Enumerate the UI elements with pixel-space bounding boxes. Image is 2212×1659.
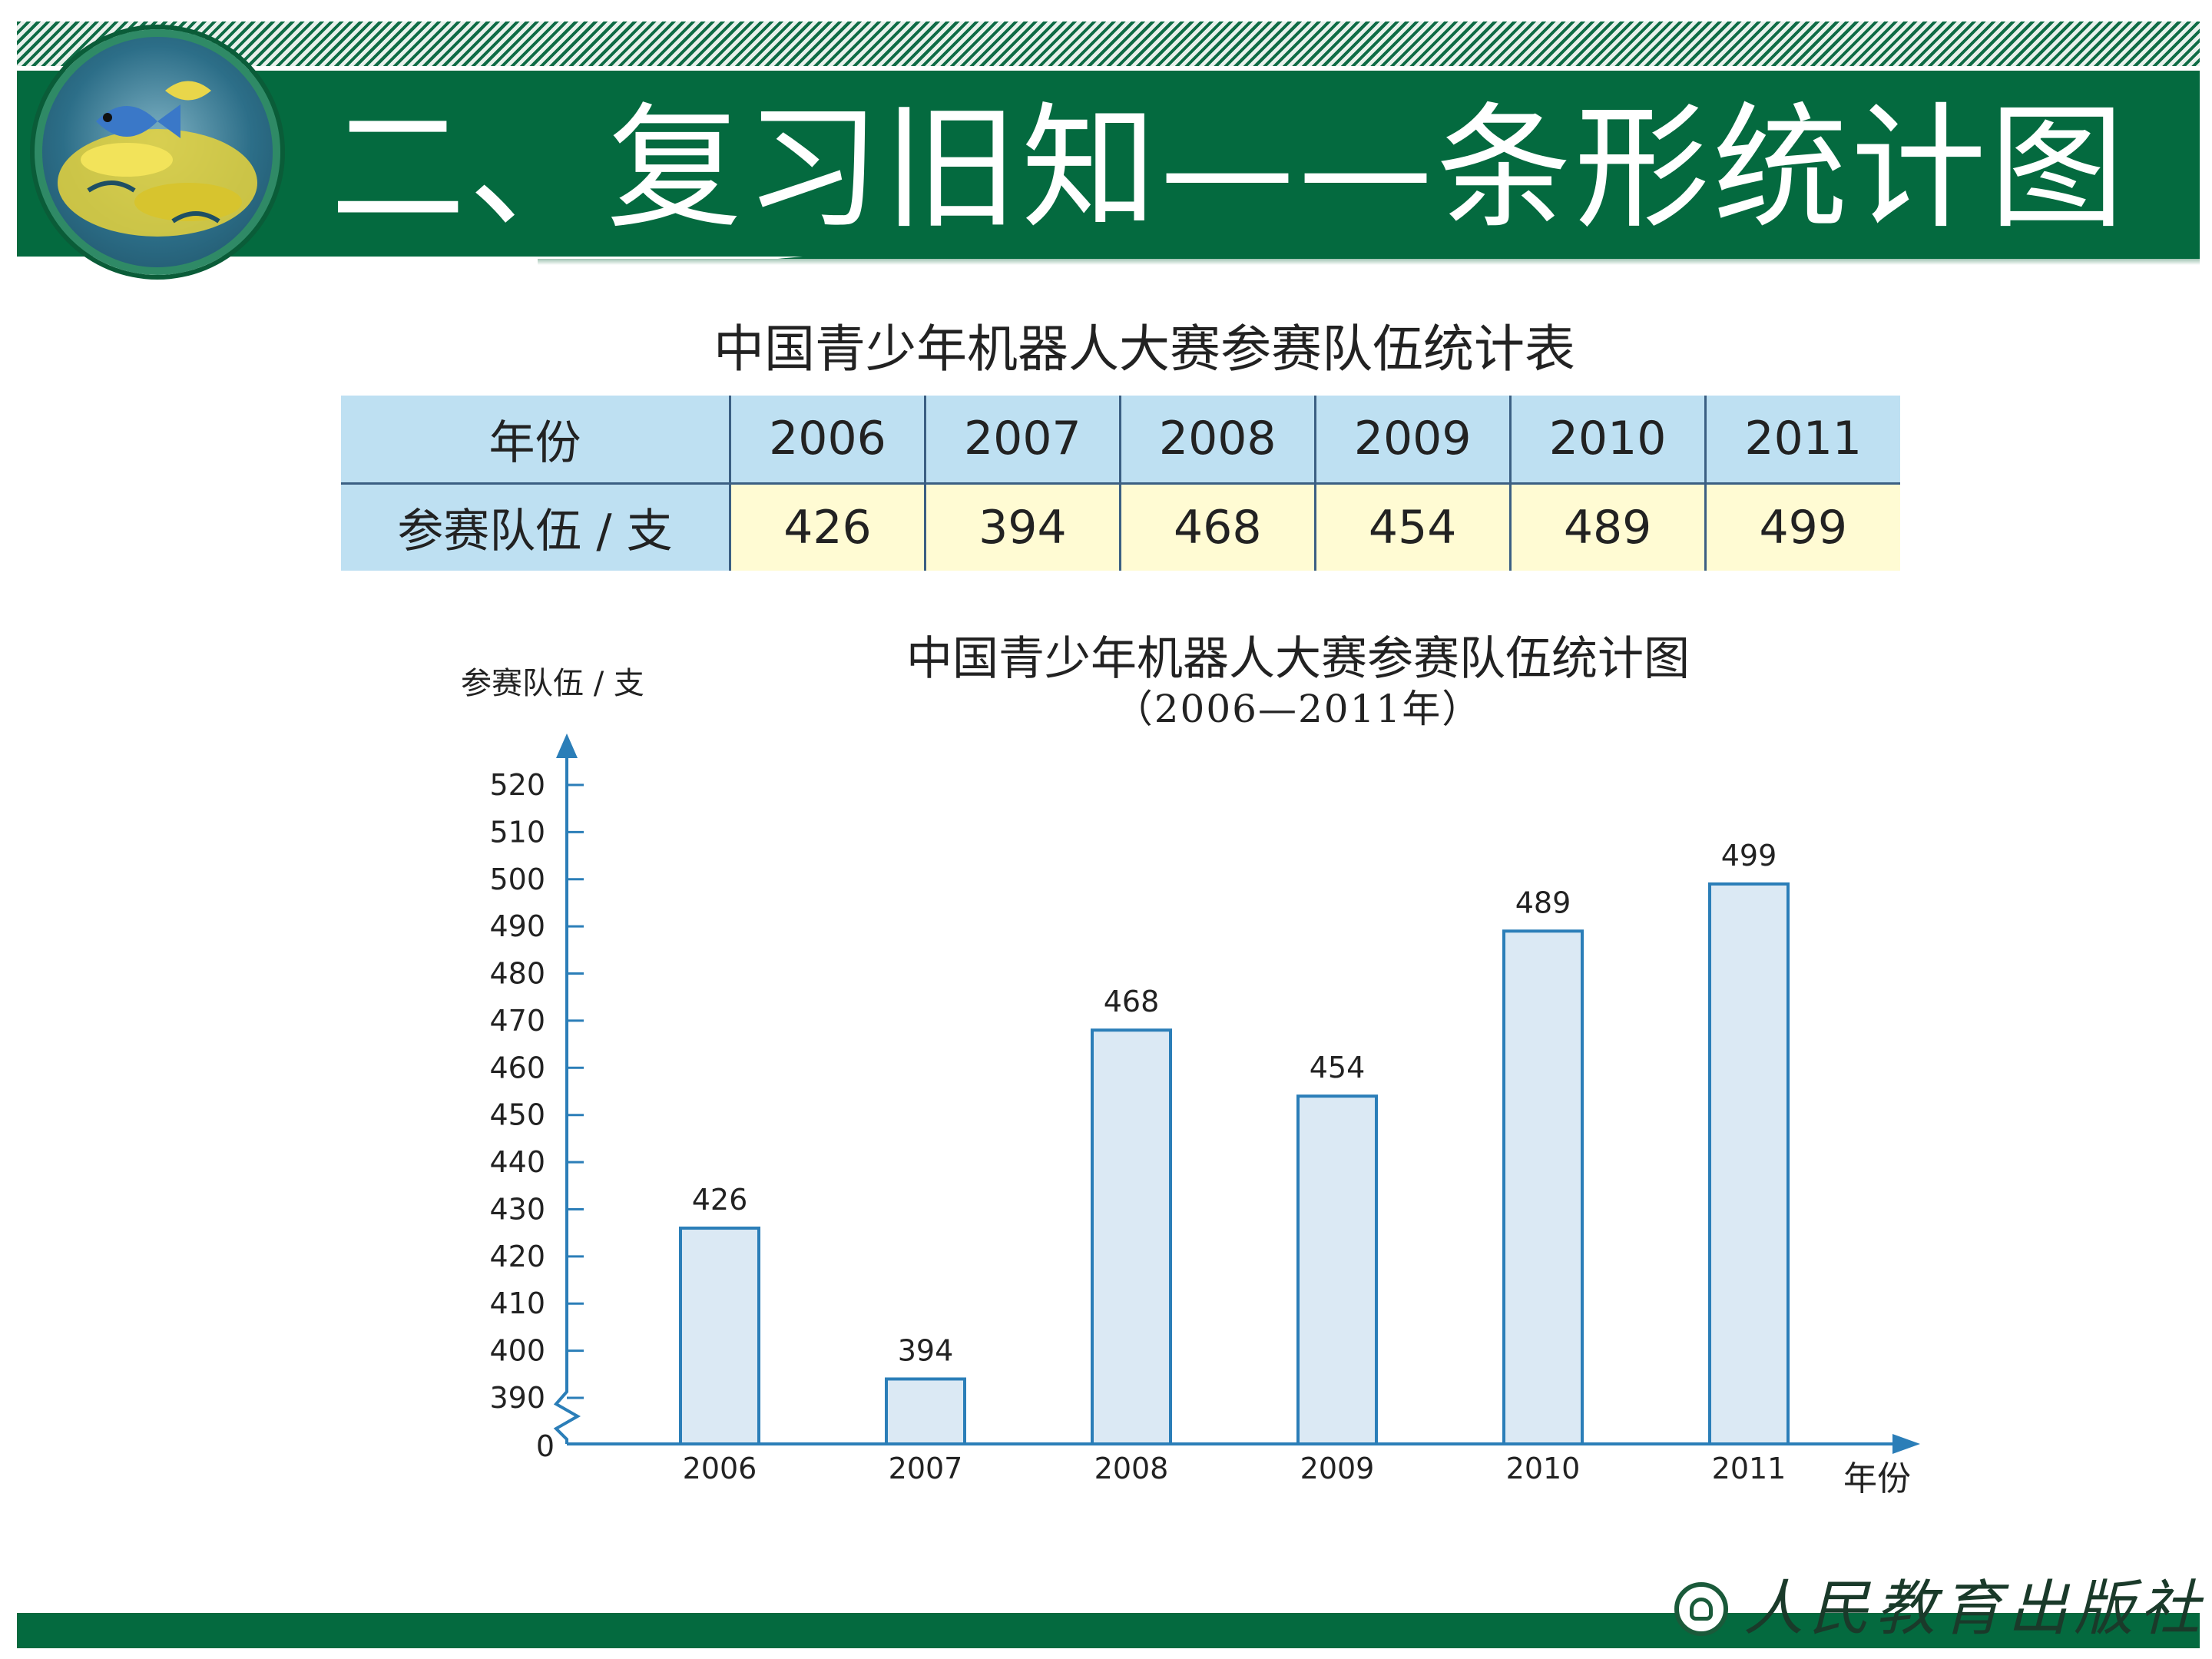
header-shadow [538,259,2200,265]
y-tick-label: 410 [489,1286,545,1320]
x-tick-label: 2007 [889,1452,963,1485]
table-cell-year: 2011 [1704,396,1900,485]
publisher-seal-icon [1674,1582,1728,1636]
y-tick-label: 470 [489,1004,545,1038]
x-axis-arrow-icon [1892,1434,1920,1454]
x-tick-label: 2006 [683,1452,757,1485]
statistics-table: 年份 2006 2007 2008 2009 2010 2011 参赛队伍 / … [341,396,1900,571]
y-tick-label: 500 [489,863,545,896]
table-cell-value: 426 [729,482,926,571]
y-tick-label: 450 [489,1098,545,1132]
table-cell-year: 2009 [1313,396,1512,485]
data-label: 394 [898,1333,954,1367]
y-tick-label: 400 [489,1334,545,1368]
bar-2009 [1296,1094,1378,1445]
header-hatch-strip [17,22,2200,66]
x-tick-label: 2011 [1712,1452,1786,1485]
y-tick-label: 440 [489,1145,545,1179]
footer-band [17,1613,2200,1648]
table-title: 中国青少年机器人大赛参赛队伍统计表 [714,320,1575,379]
fish-illustration [58,81,257,237]
y-tick-label: 430 [489,1192,545,1226]
x-tick-label: 2008 [1094,1452,1169,1485]
table-cell-year: 2010 [1508,396,1707,485]
data-label: 426 [692,1183,748,1217]
slide-title: 二、复习旧知——条形统计图 [330,90,2128,247]
header-band [17,71,2200,259]
y-axis-line [553,749,581,1444]
bar-2007 [885,1377,966,1446]
row-header-year: 年份 [341,396,731,485]
table-row-teams: 参赛队伍 / 支 426 394 468 454 489 499 [341,482,1900,571]
table-cell-value: 489 [1508,482,1707,571]
y-tick-label: 490 [489,909,545,943]
y-axis-label: 参赛队伍 / 支 [461,666,644,701]
table-cell-value: 499 [1704,482,1900,571]
data-label: 489 [1515,886,1571,919]
publisher-name: 人民教育出版社 [1743,1575,2207,1644]
table-cell-value: 394 [923,482,1121,571]
y-tick-label: 460 [489,1051,545,1084]
table-cell-value: 468 [1118,482,1316,571]
y-tick-label: 480 [489,957,545,991]
y-tick-label: 390 [489,1381,545,1415]
y-origin-label: 0 [536,1429,555,1463]
y-tick-label: 520 [489,768,545,802]
y-tick-label: 420 [489,1240,545,1273]
x-tick-label: 2010 [1506,1452,1581,1485]
chart-title: 中国青少年机器人大赛参赛队伍统计图 [906,632,1690,686]
bar-2008 [1091,1028,1172,1445]
y-axis-arrow-icon [556,733,578,758]
data-label: 468 [1104,985,1160,1018]
chart-subtitle: （2006—2011年） [1114,687,1482,731]
y-tick-label: 510 [489,815,545,849]
table-cell-year: 2008 [1118,396,1316,485]
table-row-years: 年份 2006 2007 2008 2009 2010 2011 [341,396,1900,485]
decorative-fish-logo [35,29,280,275]
x-axis-label: 年份 [1843,1459,1911,1498]
table-cell-year: 2006 [729,396,926,485]
row-header-teams: 参赛队伍 / 支 [341,482,731,571]
table-cell-value: 454 [1313,482,1512,571]
bar-2006 [679,1227,760,1445]
bar-2011 [1708,882,1790,1445]
data-label: 499 [1721,839,1777,873]
table-cell-year: 2007 [923,396,1121,485]
x-tick-label: 2009 [1300,1452,1375,1485]
data-label: 454 [1310,1051,1366,1084]
bar-2010 [1502,929,1584,1446]
